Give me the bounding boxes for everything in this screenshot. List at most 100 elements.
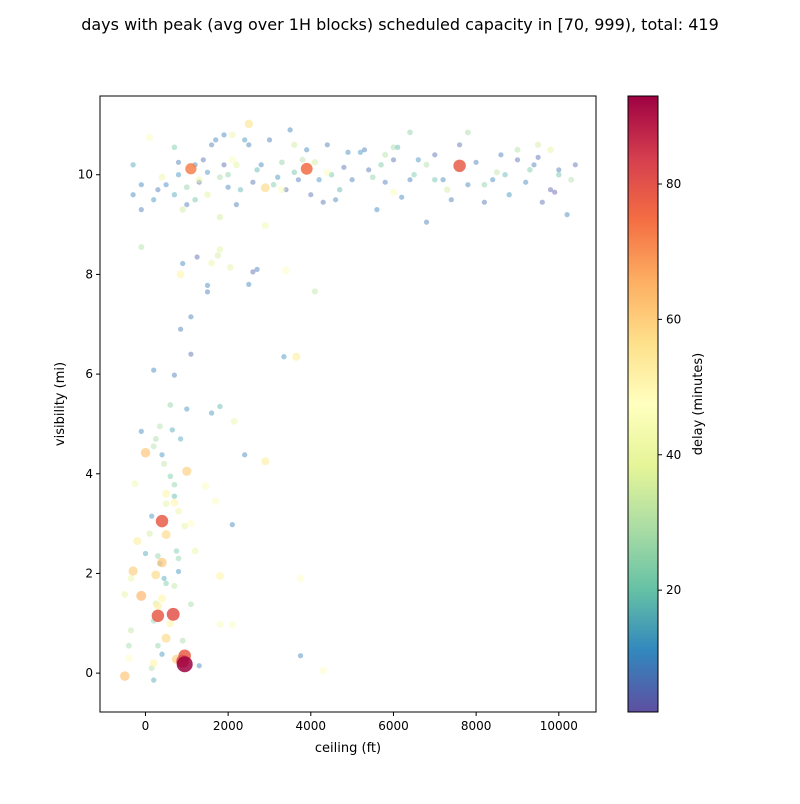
scatter-point — [378, 162, 384, 168]
scatter-point — [332, 197, 339, 203]
scatter-point — [527, 167, 533, 173]
scatter-point — [246, 142, 252, 148]
scatter-point — [244, 119, 254, 129]
scatter-point — [171, 481, 178, 488]
scatter-point — [320, 199, 326, 205]
scatter-point — [187, 601, 194, 608]
x-tick-label: 2000 — [213, 719, 244, 733]
scatter-point — [440, 177, 446, 183]
colorbar — [627, 95, 659, 713]
scatter-point — [204, 282, 211, 289]
x-tick-label: 0 — [142, 719, 150, 733]
scatter-point — [260, 183, 270, 193]
scatter-point — [228, 621, 236, 629]
scatter-point — [170, 498, 179, 507]
scatter-point — [121, 591, 129, 598]
scatter-point — [225, 184, 231, 190]
scatter-point — [179, 206, 186, 213]
scatter-point — [133, 537, 142, 546]
scatter-point — [407, 177, 413, 183]
scatter-point — [514, 157, 521, 163]
scatter-point — [552, 189, 558, 195]
scatter-point — [345, 149, 351, 155]
scatter-point — [411, 171, 417, 178]
scatter-point — [167, 402, 174, 408]
scatter-point — [161, 460, 168, 467]
scatter-point — [308, 192, 314, 198]
scatter-point — [217, 403, 223, 410]
scatter-point — [229, 521, 235, 528]
scatter-point — [216, 174, 223, 181]
scatter-point — [151, 197, 157, 203]
scatter-point — [556, 167, 562, 173]
scatter-point — [188, 314, 194, 320]
scatter-point — [155, 514, 169, 528]
scatter-point — [188, 351, 194, 357]
scatter-point — [316, 177, 322, 183]
scatter-point — [366, 167, 372, 173]
plot-frame — [99, 95, 597, 713]
scatter-point — [208, 142, 215, 148]
scatter-point — [490, 177, 496, 183]
x-tick-label: 10000 — [540, 719, 578, 733]
scatter-point — [382, 151, 389, 158]
y-axis-label: visibility (mi) — [53, 362, 68, 446]
scatter-point — [140, 448, 151, 458]
scatter-point — [175, 507, 182, 515]
scatter-point — [151, 367, 157, 373]
scatter-point — [361, 147, 368, 153]
y-tick-label: 8 — [85, 267, 93, 281]
scatter-point — [152, 435, 159, 442]
scatter-point — [201, 482, 210, 490]
scatter-point — [130, 162, 136, 168]
scatter-point — [324, 142, 330, 148]
scatter-point — [157, 557, 167, 568]
scatter-point — [163, 580, 169, 587]
scatter-point — [208, 259, 215, 267]
scatter-point — [216, 213, 224, 221]
scatter-point — [572, 162, 578, 168]
scatter-point — [196, 179, 202, 185]
scatter-point — [184, 201, 190, 208]
scatter-point — [246, 281, 252, 288]
scatter-point — [177, 326, 184, 332]
scatter-point — [175, 568, 182, 575]
scatter-point — [311, 159, 319, 166]
scatter-point — [547, 187, 554, 193]
scatter-point — [196, 663, 202, 669]
scatter-point — [382, 179, 388, 185]
scatter-point — [297, 653, 304, 659]
scatter-point — [194, 254, 200, 260]
scatter-point — [221, 132, 227, 138]
scatter-point — [341, 164, 347, 170]
scatter-point — [390, 157, 397, 163]
scatter-point — [423, 161, 430, 168]
scatter-point — [261, 457, 270, 466]
scatter-point — [481, 181, 488, 188]
scatter-point — [295, 177, 302, 183]
scatter-point — [181, 522, 188, 530]
x-tick-label: 6000 — [378, 719, 409, 733]
scatter-point — [171, 192, 178, 198]
scatter-point — [415, 157, 421, 163]
scatter-point — [357, 149, 364, 155]
scatter-point — [539, 199, 545, 205]
scatter-point — [153, 601, 162, 610]
scatter-point — [291, 169, 298, 176]
scatter-point — [155, 187, 161, 193]
scatter-point — [151, 570, 161, 580]
scatter-point — [336, 186, 343, 193]
scatter-point — [161, 575, 167, 582]
scatter-point — [299, 156, 306, 163]
scatter-point — [204, 289, 211, 295]
x-tick-label: 4000 — [296, 719, 327, 733]
scatter-point — [192, 196, 198, 203]
scatter-point — [149, 513, 155, 519]
colorbar-tick-label: 40 — [666, 448, 681, 462]
scatter-point — [456, 142, 463, 148]
scatter-point — [125, 654, 133, 662]
colorbar-tick-label: 60 — [666, 312, 681, 326]
scatter-point — [120, 671, 130, 681]
scatter-point — [204, 169, 211, 175]
